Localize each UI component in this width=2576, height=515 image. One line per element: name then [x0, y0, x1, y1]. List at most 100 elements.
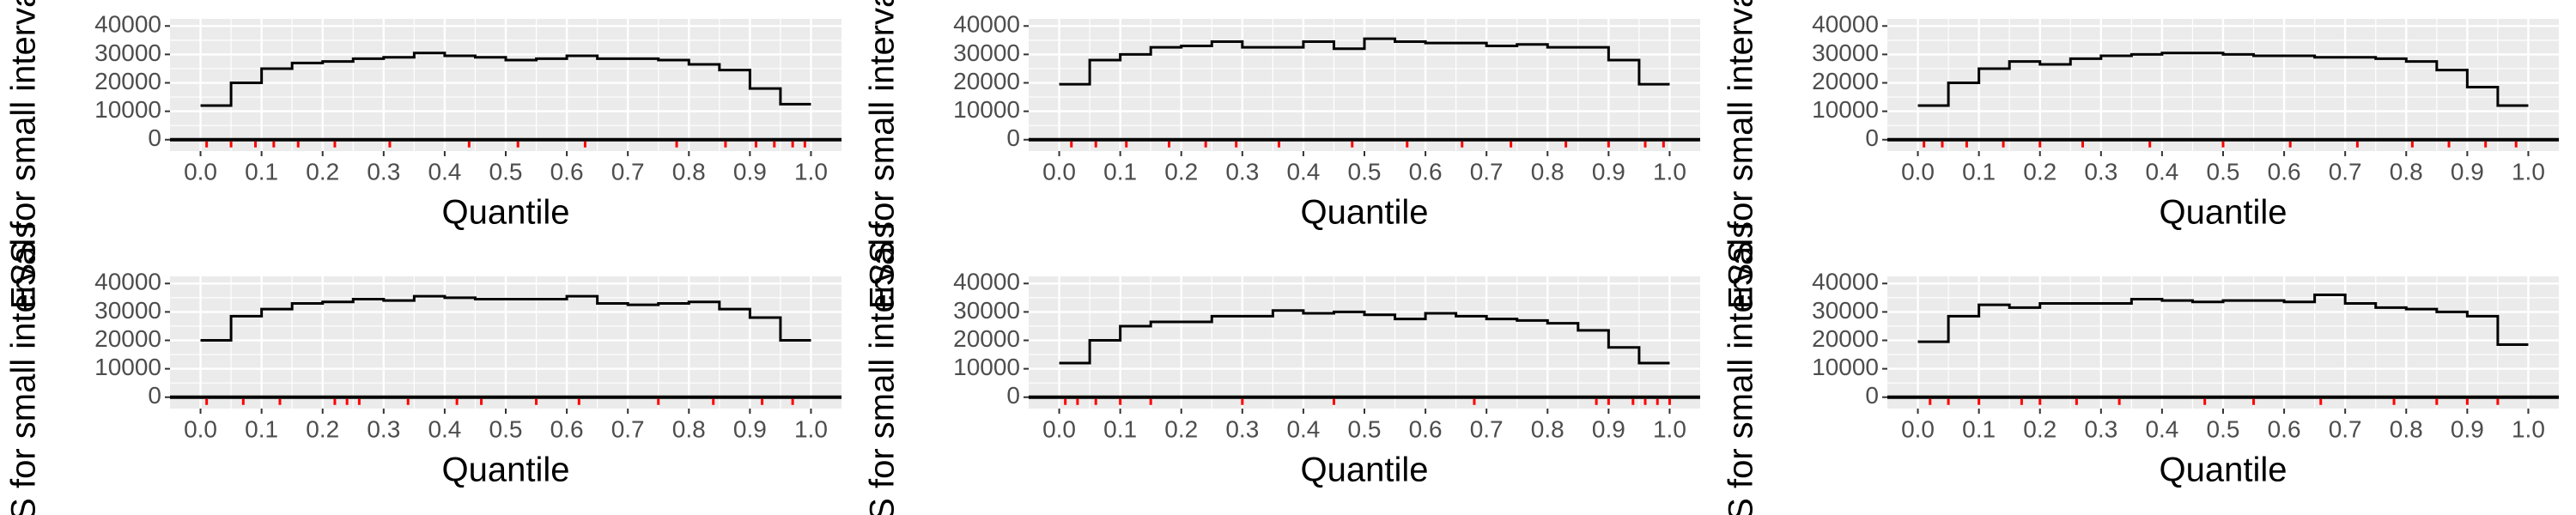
x-tick-label: 1.0	[1653, 158, 1686, 185]
x-tick-label: 0.4	[428, 158, 461, 185]
x-tick-label: 0.1	[1103, 158, 1137, 185]
x-tick-label: 0.2	[2023, 158, 2057, 185]
y-tick-label: 40000	[1812, 11, 1879, 38]
y-axis-title: ESS for small intervals	[864, 0, 902, 309]
y-tick-label: 10000	[94, 354, 161, 380]
y-tick-label: 30000	[1812, 39, 1879, 66]
x-tick-label: 0.7	[1470, 158, 1504, 185]
x-axis-title: Quantile	[1301, 194, 1429, 232]
x-tick-label: 0.3	[2084, 158, 2117, 185]
y-axis-title: ESS for small intervals	[5, 221, 43, 515]
x-axis-title: Quantile	[442, 451, 570, 489]
x-tick-label: 1.0	[2512, 415, 2545, 442]
x-tick-label: 0.5	[1348, 158, 1382, 185]
y-tick-label: 0	[148, 124, 161, 151]
step-line	[1917, 52, 2529, 107]
x-tick-label: 0.6	[550, 158, 584, 185]
x-tick-label: 0.6	[550, 415, 584, 442]
x-tick-label: 0.8	[672, 158, 706, 185]
y-tick-label: 20000	[94, 68, 161, 94]
y-tick-label: 10000	[1812, 96, 1879, 123]
x-axis-title: Quantile	[2160, 451, 2287, 489]
x-tick-label: 1.0	[794, 415, 828, 442]
y-tick-label: 40000	[94, 11, 161, 38]
x-axis-title: Quantile	[2160, 194, 2287, 232]
step-line	[1059, 37, 1670, 86]
x-tick-label: 0.0	[1042, 415, 1076, 442]
x-tick-label: 0.8	[2390, 415, 2423, 442]
y-tick-label: 40000	[1812, 269, 1879, 295]
x-tick-label: 0.9	[733, 415, 767, 442]
y-tick-label: 20000	[1812, 68, 1879, 94]
x-tick-label: 0.6	[1409, 415, 1443, 442]
x-tick-label: 0.7	[2329, 415, 2362, 442]
y-tick-label: 40000	[953, 269, 1020, 295]
x-tick-label: 0.4	[2145, 415, 2178, 442]
step-line	[200, 52, 811, 107]
x-tick-label: 0.6	[2268, 158, 2301, 185]
x-tick-label: 0.5	[2207, 415, 2240, 442]
y-tick-label: 30000	[94, 39, 161, 66]
y-tick-label: 0	[1865, 382, 1879, 409]
x-tick-label: 1.0	[794, 158, 828, 185]
x-tick-label: 0.3	[1225, 158, 1259, 185]
x-tick-label: 0.9	[733, 158, 767, 185]
x-tick-label: 0.4	[428, 415, 461, 442]
x-tick-label: 0.2	[2023, 415, 2057, 442]
step-line	[1917, 294, 2529, 346]
x-tick-label: 1.0	[2512, 158, 2545, 185]
x-tick-label: 0.0	[1901, 158, 1935, 185]
x-tick-label: 0.4	[1286, 158, 1320, 185]
y-tick-label: 30000	[1812, 297, 1879, 324]
x-tick-label: 0.5	[2207, 158, 2240, 185]
x-axis-title: Quantile	[1301, 451, 1429, 489]
x-tick-label: 0.9	[2451, 415, 2484, 442]
x-tick-label: 0.7	[611, 158, 645, 185]
x-tick-label: 0.1	[1962, 158, 1996, 185]
x-tick-label: 0.4	[1286, 415, 1320, 442]
x-axis-title: Quantile	[442, 194, 570, 232]
step-line	[1059, 309, 1670, 365]
x-tick-label: 0.9	[1592, 158, 1625, 185]
y-tick-label: 20000	[953, 325, 1020, 352]
x-tick-label: 0.8	[1531, 158, 1564, 185]
x-tick-label: 0.3	[1225, 415, 1259, 442]
y-tick-label: 30000	[953, 297, 1020, 324]
x-tick-label: 0.3	[2084, 415, 2117, 442]
x-tick-label: 0.0	[1901, 415, 1935, 442]
y-axis-title: ESS for small intervals	[5, 0, 43, 309]
x-tick-label: 0.6	[1409, 158, 1443, 185]
x-tick-label: 0.2	[1164, 158, 1198, 185]
y-tick-label: 0	[1006, 382, 1020, 409]
x-tick-label: 0.7	[2329, 158, 2362, 185]
x-tick-label: 0.7	[1470, 415, 1504, 442]
y-tick-label: 20000	[953, 68, 1020, 94]
y-tick-label: 40000	[94, 269, 161, 295]
x-tick-label: 0.1	[1103, 415, 1137, 442]
x-tick-label: 1.0	[1653, 415, 1686, 442]
x-tick-label: 0.8	[672, 415, 706, 442]
y-tick-label: 30000	[94, 297, 161, 324]
y-tick-label: 10000	[1812, 354, 1879, 380]
y-tick-label: 20000	[1812, 325, 1879, 352]
x-tick-label: 0.7	[611, 415, 645, 442]
y-axis-title: ESS for small intervals	[864, 221, 902, 515]
y-axis-title: ESS for small intervals	[1722, 221, 1760, 515]
x-tick-label: 0.3	[367, 415, 400, 442]
x-tick-label: 0.0	[1042, 158, 1076, 185]
x-tick-label: 0.0	[184, 415, 217, 442]
x-tick-label: 0.1	[1962, 415, 1996, 442]
x-tick-label: 0.9	[2451, 158, 2484, 185]
y-tick-label: 0	[1865, 124, 1879, 151]
x-tick-label: 0.5	[489, 158, 523, 185]
x-tick-label: 0.2	[306, 415, 339, 442]
x-tick-label: 0.4	[2145, 158, 2178, 185]
x-tick-label: 0.3	[367, 158, 400, 185]
